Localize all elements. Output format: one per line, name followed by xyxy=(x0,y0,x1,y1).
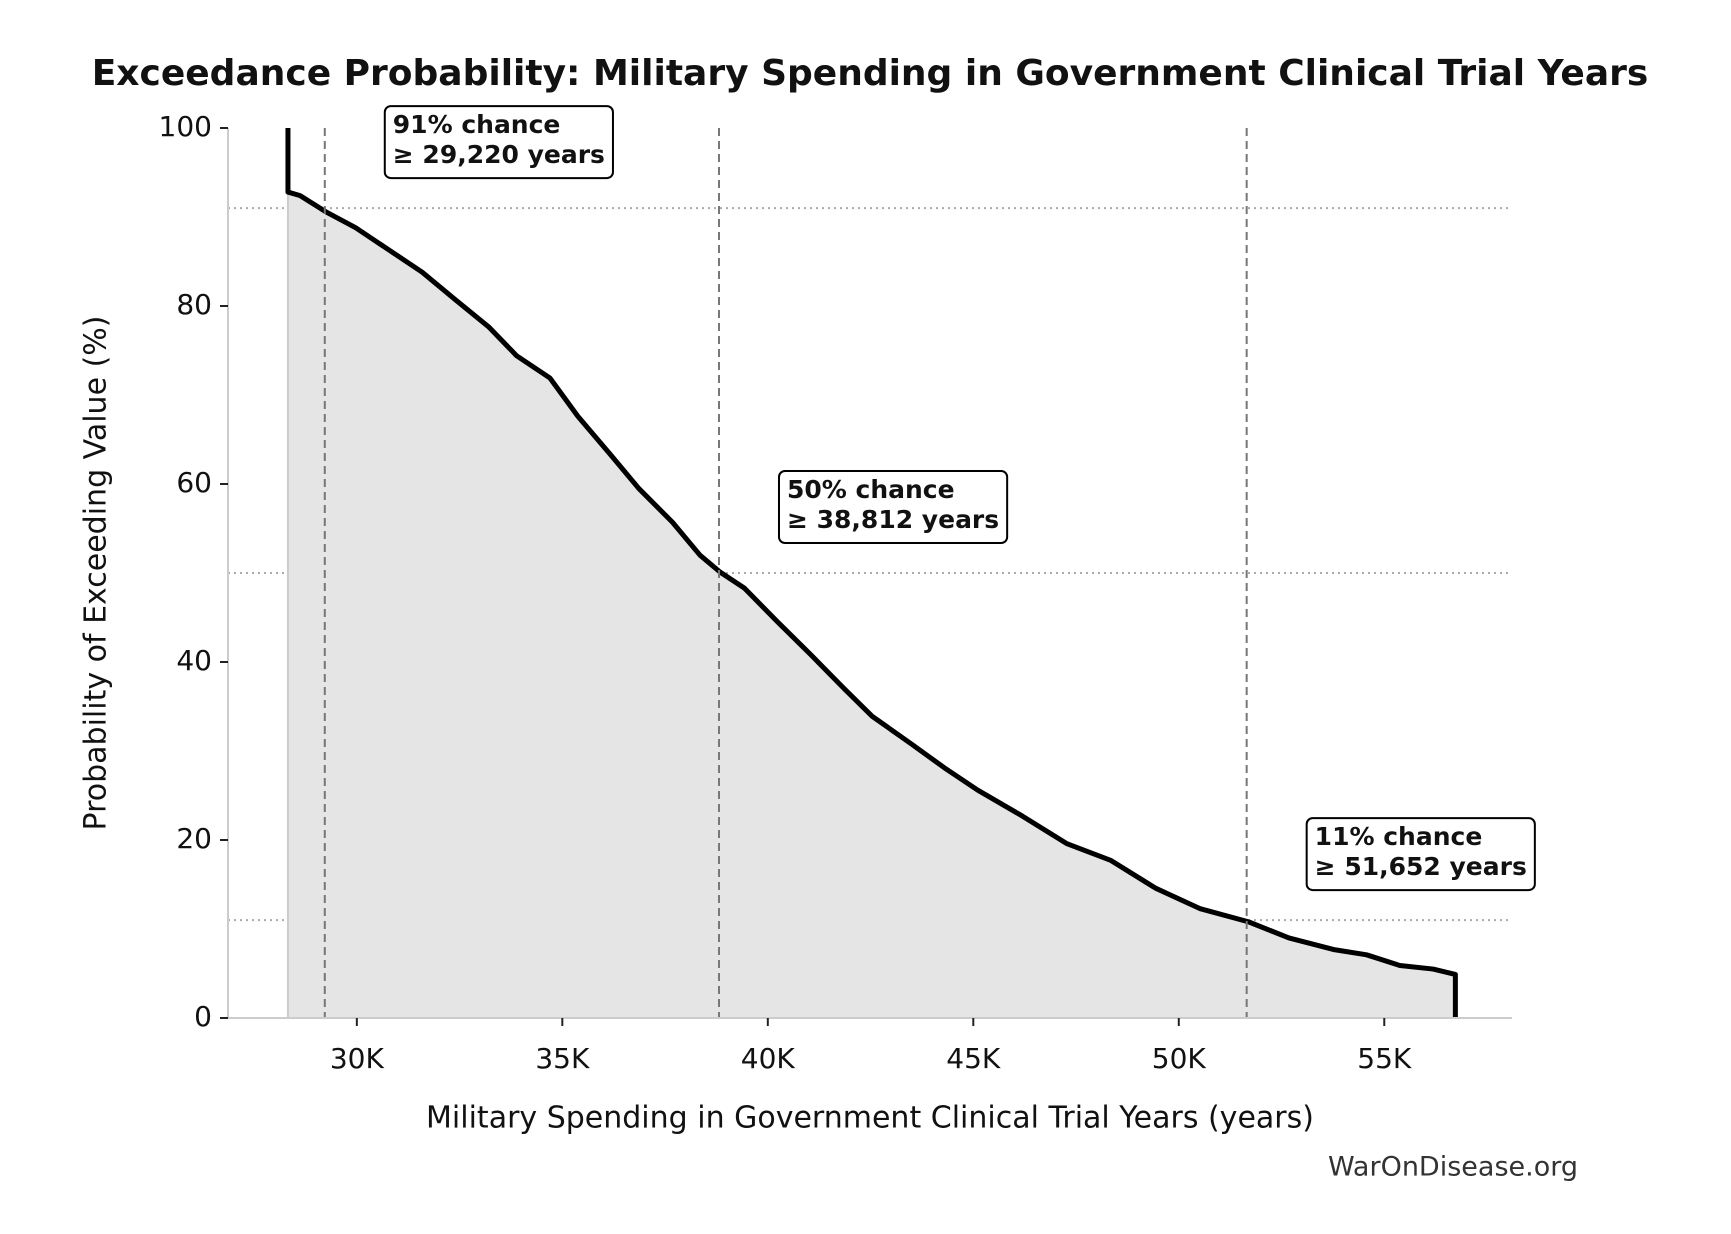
y-tick-label: 20 xyxy=(176,822,212,855)
annotation-box xyxy=(383,105,614,180)
x-axis-label: Military Spending in Government Clinical… xyxy=(426,1101,1314,1136)
exceedance-line xyxy=(285,128,1458,1018)
x-tick-label: 30K xyxy=(330,1042,385,1075)
x-tick-label: 55K xyxy=(1357,1042,1412,1075)
y-tick-label: 40 xyxy=(176,644,212,677)
annotation-text: ≥ 38,812 years xyxy=(787,505,999,534)
x-tick-label: 35K xyxy=(535,1042,590,1075)
y-tick-label: 80 xyxy=(176,288,212,321)
x-tick-label: 40K xyxy=(741,1042,796,1075)
annotation-text: ≥ 51,652 years xyxy=(1315,852,1527,881)
annotation-box xyxy=(1305,817,1536,892)
y-tick-label: 100 xyxy=(159,110,212,143)
annotation: 50% chance≥ 38,812 years xyxy=(777,470,1009,544)
y-axis-label: Probability of Exceeding Value (%) xyxy=(79,316,114,831)
x-tick-label: 50K xyxy=(1152,1042,1207,1075)
y-tick-label: 0 xyxy=(194,1000,212,1033)
source-note: WarOnDisease.org xyxy=(1328,1152,1578,1183)
annotation-text: 50% chance xyxy=(787,475,955,504)
annotation: 91% chance≥ 29,220 years xyxy=(383,105,614,180)
annotation-text: 91% chance xyxy=(393,110,561,139)
annotation: 11% chance≥ 51,652 years xyxy=(1305,817,1536,892)
x-tick-label: 45K xyxy=(946,1042,1001,1075)
chart-title: Exceedance Probability: Military Spendin… xyxy=(92,53,1649,94)
y-tick-label: 60 xyxy=(176,466,212,499)
annotation-box xyxy=(777,470,1009,544)
annotation-text: 11% chance xyxy=(1315,822,1483,851)
annotation-text: ≥ 29,220 years xyxy=(393,140,605,169)
